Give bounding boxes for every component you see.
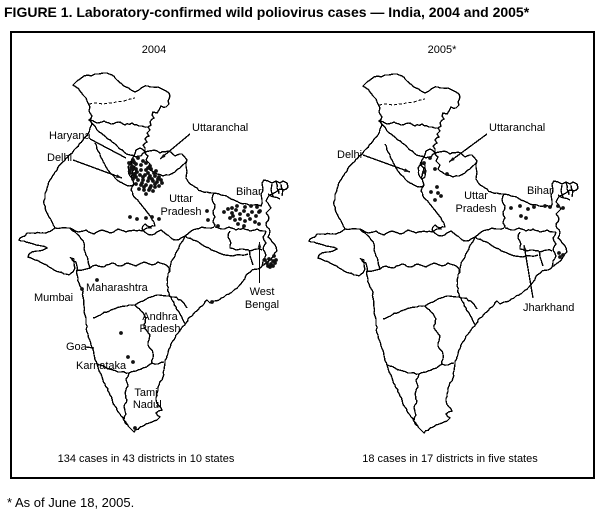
svg-text:West: West bbox=[250, 286, 275, 298]
svg-text:Uttaranchal: Uttaranchal bbox=[489, 122, 545, 134]
svg-text:Tami: Tami bbox=[134, 387, 157, 399]
svg-text:Andhra: Andhra bbox=[142, 311, 178, 323]
svg-text:Goa: Goa bbox=[66, 341, 88, 353]
svg-text:* As of June 18, 2005.: * As of June 18, 2005. bbox=[7, 495, 134, 510]
svg-text:Delhi: Delhi bbox=[47, 152, 72, 164]
svg-text:Uttaranchal: Uttaranchal bbox=[192, 122, 248, 134]
svg-text:Pradesh: Pradesh bbox=[456, 203, 497, 215]
svg-text:Bihar: Bihar bbox=[236, 186, 262, 198]
svg-text:Mumbai: Mumbai bbox=[34, 292, 73, 304]
svg-text:Bengal: Bengal bbox=[245, 299, 279, 311]
svg-text:Jharkhand: Jharkhand bbox=[523, 302, 574, 314]
svg-text:Delhi: Delhi bbox=[337, 149, 362, 161]
svg-text:18 cases in 17 districts in fi: 18 cases in 17 districts in five states bbox=[362, 453, 538, 465]
svg-text:2004: 2004 bbox=[142, 44, 166, 56]
svg-text:Haryana: Haryana bbox=[49, 130, 91, 142]
svg-text:2005*: 2005* bbox=[428, 44, 457, 56]
svg-text:Pradesh: Pradesh bbox=[140, 323, 181, 335]
svg-text:Pradesh: Pradesh bbox=[161, 206, 202, 218]
svg-text:Uttar: Uttar bbox=[464, 190, 488, 202]
svg-text:Maharashtra: Maharashtra bbox=[86, 282, 149, 294]
svg-text:Karnataka: Karnataka bbox=[76, 360, 127, 372]
svg-text:Bihar: Bihar bbox=[527, 185, 553, 197]
svg-text:Uttar: Uttar bbox=[169, 193, 193, 205]
svg-text:134 cases in 43 districts in 1: 134 cases in 43 districts in 10 states bbox=[58, 453, 235, 465]
svg-text:FIGURE 1. Laboratory-confirmed: FIGURE 1. Laboratory-confirmed wild poli… bbox=[4, 4, 530, 20]
svg-text:Nadu: Nadu bbox=[133, 399, 159, 411]
